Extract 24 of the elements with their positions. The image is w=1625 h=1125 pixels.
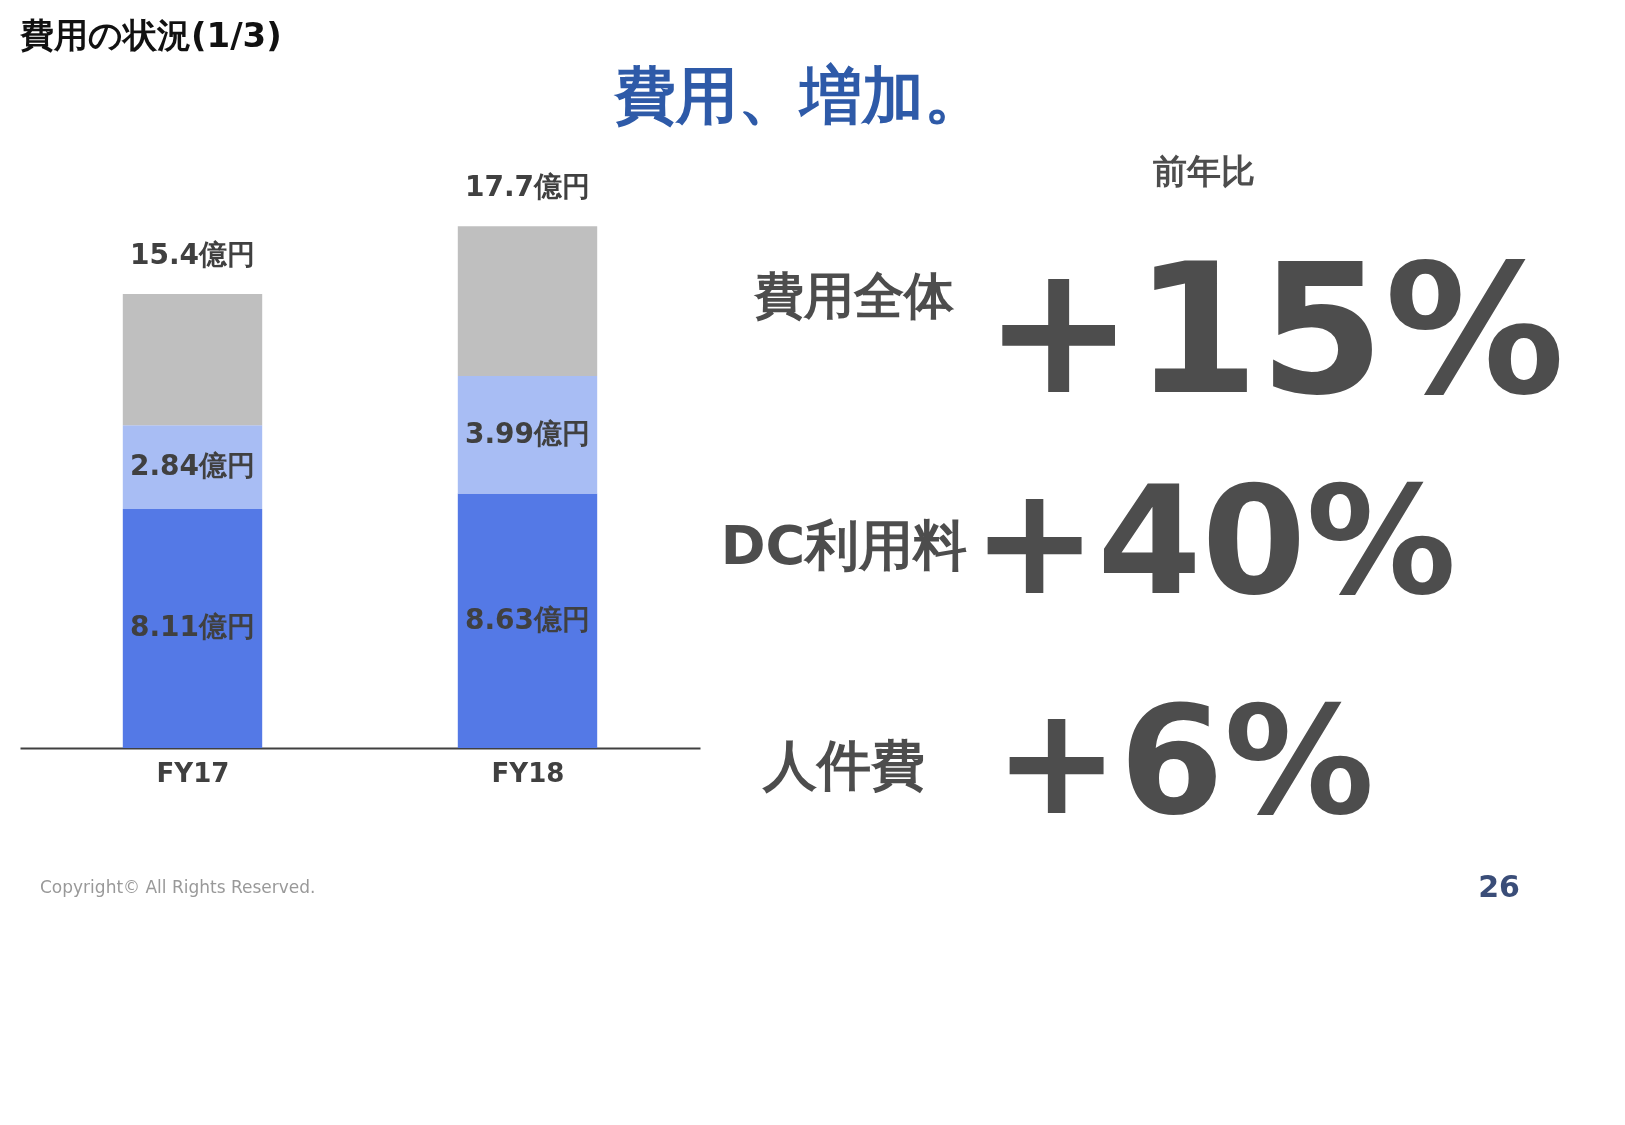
total-label: 15.4億円 <box>129 238 256 272</box>
text: 26 <box>1478 869 1520 904</box>
bar <box>122 508 263 748</box>
text: DC利用料 <box>720 514 968 577</box>
bar <box>457 226 598 376</box>
data-label: 2.84億円 <box>129 449 256 483</box>
chart-subtitle: 費用、増加。 <box>613 59 986 132</box>
total-label: 17.7億円 <box>464 170 591 204</box>
text: +15% <box>983 225 1565 434</box>
bar <box>457 493 598 748</box>
text: +40% <box>971 454 1457 628</box>
bar <box>122 294 263 426</box>
text: Copyright© All Rights Reserved. <box>40 877 316 897</box>
x-tick-label: FY17 <box>156 757 230 788</box>
data-label: 8.63億円 <box>464 602 591 636</box>
data-label: 3.99億円 <box>464 416 591 450</box>
chart-title: 費用の状況(1/3) <box>19 15 282 55</box>
text: 費用全体 <box>753 267 955 325</box>
text: +6% <box>993 674 1375 848</box>
data-label: 8.11億円 <box>129 610 256 644</box>
text: 人件費 <box>762 734 925 797</box>
bar <box>457 376 598 494</box>
x-tick-label: FY18 <box>491 757 565 788</box>
text: 前年比 <box>1153 151 1255 191</box>
